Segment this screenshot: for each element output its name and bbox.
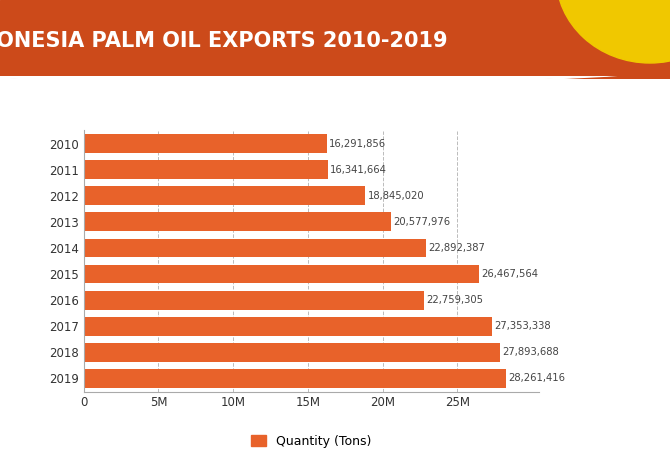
Text: 28,261,416: 28,261,416	[508, 374, 565, 383]
Text: 16,341,664: 16,341,664	[330, 165, 387, 175]
Ellipse shape	[556, 0, 670, 63]
Text: 20,577,976: 20,577,976	[393, 217, 450, 227]
Bar	[84, 291, 423, 310]
Bar	[84, 238, 425, 257]
Ellipse shape	[0, 58, 650, 83]
Text: 27,353,338: 27,353,338	[494, 321, 551, 331]
Bar	[84, 265, 479, 284]
Text: INDONESIA PALM OIL EXPORTS 2010-2019: INDONESIA PALM OIL EXPORTS 2010-2019	[0, 31, 448, 51]
Text: 26,467,564: 26,467,564	[481, 269, 539, 279]
Text: 16,291,856: 16,291,856	[330, 139, 387, 148]
Bar	[84, 186, 365, 205]
Text: 18,845,020: 18,845,020	[367, 191, 424, 201]
Text: 22,892,387: 22,892,387	[428, 243, 485, 253]
Text: 22,759,305: 22,759,305	[426, 295, 483, 305]
Bar	[84, 369, 506, 388]
Text: 27,893,688: 27,893,688	[502, 347, 559, 357]
Bar	[84, 160, 328, 179]
Bar	[84, 212, 391, 231]
Bar	[84, 134, 327, 153]
Legend: Quantity (Tons): Quantity (Tons)	[247, 430, 377, 450]
Bar	[84, 343, 500, 362]
Bar	[84, 317, 492, 336]
